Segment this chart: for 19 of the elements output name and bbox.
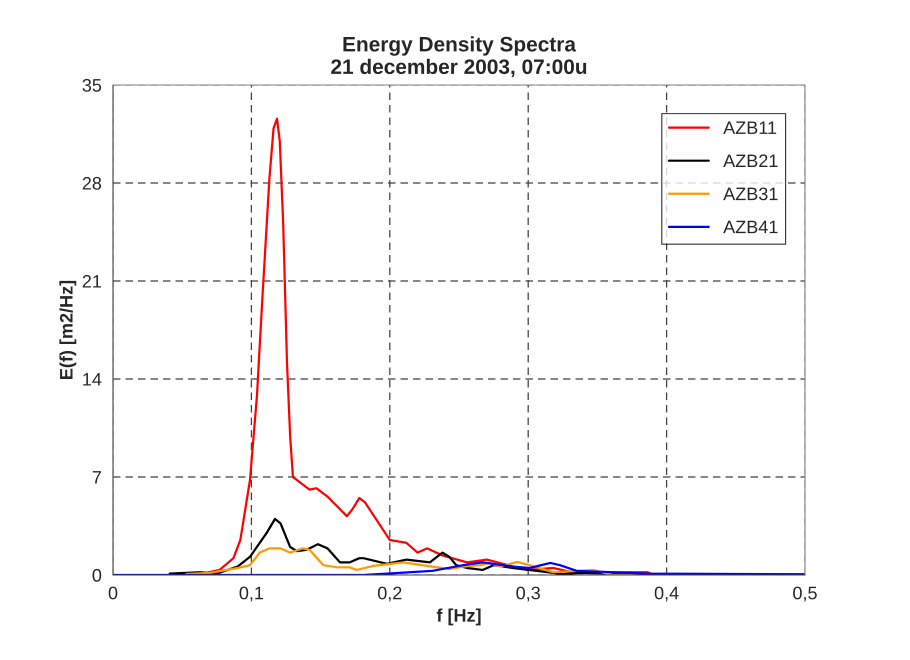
y-tick-label: 35	[82, 78, 102, 92]
x-tick-label: 0,2	[378, 586, 402, 602]
legend-label: AZB41	[723, 220, 778, 234]
y-tick-label: 7	[92, 471, 101, 484]
x-tick-label: 0,3	[516, 586, 540, 602]
legend-label: AZB21	[723, 154, 778, 168]
y-tick-label: 21	[82, 274, 102, 288]
x-tick-label: 0	[108, 586, 118, 600]
y-tick-label: 28	[82, 176, 102, 190]
y-axis-title: E(f) [m2/Hz]	[59, 280, 76, 379]
y-tick-label: 0	[92, 568, 102, 582]
legend-label: AZB31	[723, 187, 778, 200]
x-tick-label: 0,4	[654, 586, 679, 602]
x-axis-title: f [Hz]	[436, 608, 481, 626]
chart-title: Energy Density Spectra 21 december 2003, 07:00u	[331, 36, 586, 78]
x-tick-label: 0,5	[793, 586, 817, 602]
y-tick-label: 14	[83, 373, 102, 386]
x-tick-label: 0,1	[240, 586, 264, 602]
legend-label: AZB11	[723, 122, 776, 134]
